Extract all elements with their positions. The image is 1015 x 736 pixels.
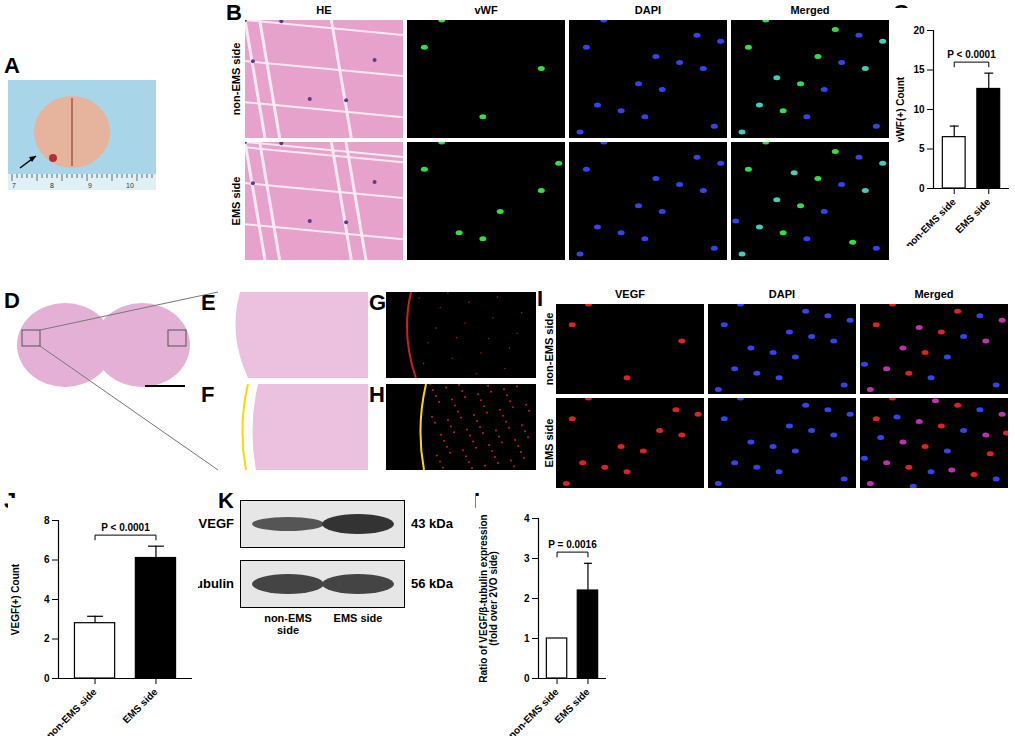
html-text:β-tubulin: β-tubulin xyxy=(178,576,234,591)
html-text:Merged: Merged xyxy=(914,288,954,300)
svg-text:2: 2 xyxy=(44,633,50,644)
html-text:I: I xyxy=(537,286,544,311)
svg-text:EMS side: EMS side xyxy=(120,686,160,726)
svg-text:0: 0 xyxy=(524,673,530,684)
svg-text:non-EMS side: non-EMS side xyxy=(903,196,958,246)
html-text:HE: HE xyxy=(316,4,332,16)
svg-text:vWF(+) Count: vWF(+) Count xyxy=(895,76,906,142)
html-text:K: K xyxy=(218,488,234,513)
html-text:EMS side: EMS side xyxy=(230,176,242,226)
html-text:non-EMS side: non-EMS side xyxy=(543,312,555,386)
html-text:A: A xyxy=(4,53,20,78)
html-text:VEGF: VEGF xyxy=(198,516,234,531)
html-text:56 kDa: 56 kDa xyxy=(411,576,453,591)
svg-text:1: 1 xyxy=(524,633,530,644)
html-text:F: F xyxy=(201,382,215,407)
html-text:L: L xyxy=(474,488,488,513)
svg-text:EMS side: EMS side xyxy=(953,196,993,236)
svg-text:EMS side: EMS side xyxy=(552,686,592,726)
html-text:J: J xyxy=(4,488,17,513)
svg-text:P < 0.0001: P < 0.0001 xyxy=(101,522,150,533)
html-text:43 kDa: 43 kDa xyxy=(411,516,453,531)
svg-text:VEGF(+) Count: VEGF(+) Count xyxy=(10,563,21,635)
html-text:non-EMS side: non-EMS side xyxy=(264,612,312,636)
svg-text:8: 8 xyxy=(44,515,50,526)
svg-text:10: 10 xyxy=(913,104,925,115)
html-text:EMS side: EMS side xyxy=(543,418,555,468)
html-text:vWF: vWF xyxy=(474,4,498,16)
html-text:Merged: Merged xyxy=(790,4,830,16)
svg-text:4: 4 xyxy=(524,513,530,524)
html-text:D: D xyxy=(4,288,20,313)
svg-text:3: 3 xyxy=(524,553,530,564)
html-text:non-EMS side: non-EMS side xyxy=(230,42,242,116)
html-text:DAPI: DAPI xyxy=(768,288,796,300)
html-text:DAPI: DAPI xyxy=(634,4,662,16)
svg-text:P = 0.0016: P = 0.0016 xyxy=(548,539,597,550)
html-text:G: G xyxy=(369,290,387,315)
html-text:EMS side: EMS side xyxy=(333,612,383,624)
svg-text:0: 0 xyxy=(919,183,925,194)
svg-text:5: 5 xyxy=(919,143,925,154)
svg-text:7: 7 xyxy=(12,182,16,189)
svg-text:Ratio of VEGF/β-tubulin expres: Ratio of VEGF/β-tubulin expression(fold … xyxy=(478,514,499,682)
svg-text:8: 8 xyxy=(50,182,54,189)
svg-text:0: 0 xyxy=(44,673,50,684)
html-text:H: H xyxy=(369,382,385,407)
svg-text:2: 2 xyxy=(524,593,530,604)
svg-text:9: 9 xyxy=(88,182,92,189)
html-text:VEGF: VEGF xyxy=(615,288,645,300)
svg-text:6: 6 xyxy=(44,554,50,565)
html-text:C: C xyxy=(893,0,909,25)
svg-text:non-EMS side: non-EMS side xyxy=(506,686,561,736)
html-text:B: B xyxy=(226,0,242,25)
svg-text:10: 10 xyxy=(126,182,134,189)
html-text:E: E xyxy=(201,290,216,315)
svg-text:15: 15 xyxy=(913,64,925,75)
svg-text:4: 4 xyxy=(44,594,50,605)
svg-text:non-EMS side: non-EMS side xyxy=(44,686,99,736)
svg-text:20: 20 xyxy=(913,25,925,36)
svg-text:P < 0.0001: P < 0.0001 xyxy=(947,49,996,60)
